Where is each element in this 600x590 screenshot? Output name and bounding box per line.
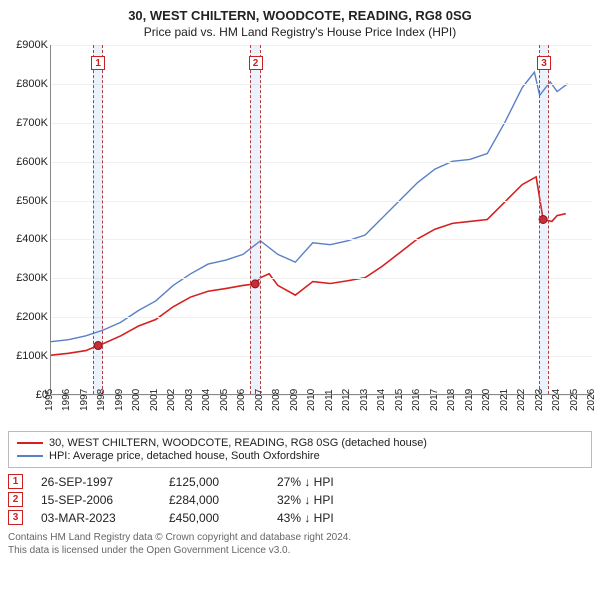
sale-price: £284,000 [169, 493, 259, 507]
x-tick-label: 2010 [306, 389, 317, 411]
sale-price: £125,000 [169, 475, 259, 489]
series-hpi [51, 72, 568, 342]
sale-diff: 43% ↓ HPI [277, 511, 334, 525]
y-gridline [51, 278, 592, 279]
x-tick-label: 1997 [79, 389, 90, 411]
x-tick-label: 2006 [236, 389, 247, 411]
sale-price: £450,000 [169, 511, 259, 525]
page-title: 30, WEST CHILTERN, WOODCOTE, READING, RG… [8, 8, 592, 23]
legend-item-property: 30, WEST CHILTERN, WOODCOTE, READING, RG… [17, 437, 583, 449]
x-tick-label: 1996 [61, 389, 72, 411]
y-tick-label: £400K [8, 233, 48, 245]
sales-table: 1 26-SEP-1997 £125,000 27% ↓ HPI 2 15-SEP-200… [8, 474, 592, 525]
x-tick-label: 2017 [429, 389, 440, 411]
footer-line2: This data is licensed under the Open Gov… [8, 544, 592, 557]
sale-marker-1: 1 [91, 56, 105, 70]
y-tick-label: £0 [8, 389, 48, 401]
sale-date: 03-MAR-2023 [41, 511, 151, 525]
price-chart: £0 £100K £200K £300K £400K £500K £600K £700K £80… [8, 45, 592, 425]
x-tick-label: 1995 [44, 389, 55, 411]
x-tick-label: 2014 [376, 389, 387, 411]
x-tick-label: 2023 [534, 389, 545, 411]
x-tick-label: 1999 [114, 389, 125, 411]
footer: Contains HM Land Registry data © Crown c… [8, 531, 592, 557]
x-tick-label: 1998 [96, 389, 107, 411]
y-gridline [51, 162, 592, 163]
x-axis: 1995199619971998199920002001200220032004… [50, 395, 592, 425]
y-gridline [51, 84, 592, 85]
x-tick-label: 2020 [481, 389, 492, 411]
legend-swatch [17, 455, 43, 457]
legend-label: 30, WEST CHILTERN, WOODCOTE, READING, RG… [49, 437, 427, 449]
series-property [51, 177, 566, 355]
legend-item-hpi: HPI: Average price, detached house, Sout… [17, 450, 583, 462]
sale-row-marker: 2 [8, 492, 23, 507]
y-tick-label: £900K [8, 39, 48, 51]
legend-swatch [17, 442, 43, 444]
y-tick-label: £100K [8, 350, 48, 362]
legend-label: HPI: Average price, detached house, Sout… [49, 450, 320, 462]
y-gridline [51, 201, 592, 202]
x-tick-label: 2007 [254, 389, 265, 411]
x-tick-label: 2011 [324, 389, 335, 411]
sale-date: 26-SEP-1997 [41, 475, 151, 489]
y-gridline [51, 45, 592, 46]
sale-band [250, 45, 260, 394]
sale-band [93, 45, 103, 394]
x-tick-label: 2000 [131, 389, 142, 411]
x-tick-label: 2003 [184, 389, 195, 411]
x-tick-label: 2026 [586, 389, 597, 411]
x-tick-label: 2025 [569, 389, 580, 411]
y-gridline [51, 239, 592, 240]
sale-diff: 27% ↓ HPI [277, 475, 334, 489]
sale-row-marker: 1 [8, 474, 23, 489]
chart-lines [51, 45, 592, 394]
x-tick-label: 2016 [411, 389, 422, 411]
x-tick-label: 2015 [394, 389, 405, 411]
sale-band [539, 45, 549, 394]
sale-row-marker: 3 [8, 510, 23, 525]
x-tick-label: 2018 [446, 389, 457, 411]
sale-row-2: 2 15-SEP-2006 £284,000 32% ↓ HPI [8, 492, 592, 507]
legend: 30, WEST CHILTERN, WOODCOTE, READING, RG… [8, 431, 592, 468]
sale-row-3: 3 03-MAR-2023 £450,000 43% ↓ HPI [8, 510, 592, 525]
x-tick-label: 2024 [551, 389, 562, 411]
x-tick-label: 2022 [516, 389, 527, 411]
y-tick-label: £700K [8, 117, 48, 129]
footer-line1: Contains HM Land Registry data © Crown c… [8, 531, 592, 544]
x-tick-label: 2013 [359, 389, 370, 411]
page-subtitle: Price paid vs. HM Land Registry's House … [8, 25, 592, 39]
y-tick-label: £600K [8, 156, 48, 168]
title-block: 30, WEST CHILTERN, WOODCOTE, READING, RG… [8, 8, 592, 39]
y-axis: £0£100K£200K£300K£400K£500K£600K£700K£80… [8, 45, 50, 395]
x-tick-label: 2021 [499, 389, 510, 411]
y-gridline [51, 123, 592, 124]
x-tick-label: 2004 [201, 389, 212, 411]
y-tick-label: £200K [8, 311, 48, 323]
y-tick-label: £300K [8, 272, 48, 284]
sale-marker-2: 2 [249, 56, 263, 70]
y-gridline [51, 356, 592, 357]
y-gridline [51, 317, 592, 318]
sale-row-1: 1 26-SEP-1997 £125,000 27% ↓ HPI [8, 474, 592, 489]
x-tick-label: 2009 [289, 389, 300, 411]
x-tick-label: 2008 [271, 389, 282, 411]
x-tick-label: 2012 [341, 389, 352, 411]
x-tick-label: 2019 [464, 389, 475, 411]
x-tick-label: 2002 [166, 389, 177, 411]
y-tick-label: £800K [8, 78, 48, 90]
x-tick-label: 2001 [149, 389, 160, 411]
y-tick-label: £500K [8, 195, 48, 207]
sale-diff: 32% ↓ HPI [277, 493, 334, 507]
x-tick-label: 2005 [219, 389, 230, 411]
sale-date: 15-SEP-2006 [41, 493, 151, 507]
sale-marker-3: 3 [537, 56, 551, 70]
plot-area: 1 2 3 [50, 45, 592, 395]
